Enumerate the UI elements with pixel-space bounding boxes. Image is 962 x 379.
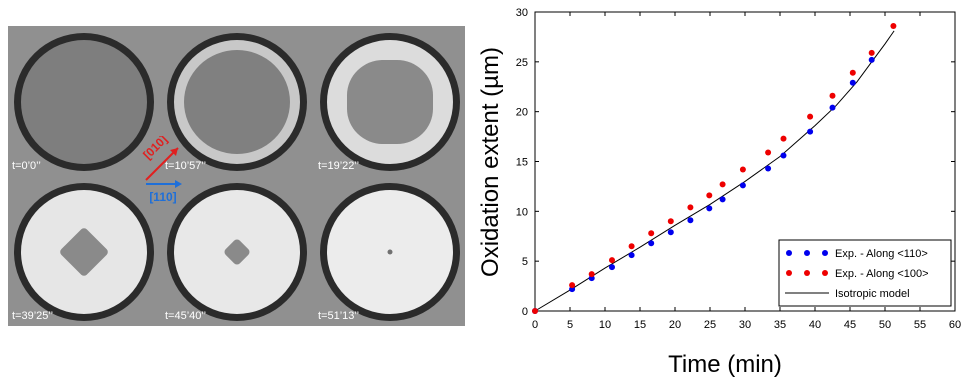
micrograph-panel: t=45’40’’ [161, 176, 313, 326]
data-point [609, 257, 615, 264]
data-point [807, 128, 814, 135]
direction-label-010: [010] [140, 136, 170, 162]
oxidation-chart: Oxidation extent (µm) Time (min) 0 5 10 15 2… [477, 7, 961, 378]
sample-disc [320, 183, 460, 321]
micrograph-panel: t=39’25’’ [8, 176, 160, 326]
unoxidized-core [222, 237, 252, 267]
y-tick-label: 25 [516, 57, 528, 69]
data-point [780, 135, 787, 142]
data-point [628, 252, 635, 259]
time-label: t=45’40’’ [165, 310, 207, 322]
crystal-direction-indicator: [010] [110] [140, 136, 182, 204]
data-point [868, 49, 875, 56]
direction-label-110: [110] [149, 190, 176, 204]
x-tick-label: 5 [567, 319, 573, 331]
y-axis-label: Oxidation extent (µm) [477, 47, 504, 277]
chart-marks [532, 22, 897, 314]
unoxidized-core [347, 60, 433, 144]
data-point [648, 240, 655, 247]
data-point [829, 104, 836, 111]
micrograph-panel: t=0’0’’ [8, 26, 160, 176]
legend-marker [822, 250, 828, 256]
unoxidized-core [58, 226, 110, 278]
data-point [849, 79, 856, 86]
data-point [588, 271, 595, 278]
x-tick-label: 40 [809, 319, 821, 331]
data-point [765, 149, 772, 156]
sample-disc [167, 33, 307, 171]
data-point [706, 192, 713, 199]
data-point [667, 229, 674, 236]
unoxidized-core [184, 50, 290, 154]
sample-disc [14, 183, 154, 321]
data-point [719, 196, 726, 203]
x-axis-label: Time (min) [668, 351, 782, 378]
x-tick-label: 15 [634, 319, 646, 331]
y-tick-label: 30 [516, 7, 528, 19]
data-point [868, 56, 875, 63]
micrograph-grid: t=0’0’’ t=10’57’’ t=19’22’’ t=39’25’’ t=… [8, 26, 465, 326]
x-tick-label: 30 [739, 319, 751, 331]
data-point [739, 182, 746, 189]
x-tick-label: 20 [669, 319, 681, 331]
time-label: t=10’57’’ [165, 160, 207, 172]
data-point [687, 204, 694, 211]
arrow-010-icon [145, 147, 179, 181]
legend: Exp. - Along <110> Exp. - Along <100> Isot… [778, 239, 952, 307]
axes: 0 5 10 15 20 25 30 35 40 45 50 55 60 0 5 10 15 20 25 30 [516, 7, 961, 331]
data-point [765, 165, 772, 172]
y-tick-label: 20 [516, 107, 528, 119]
micrograph-panel: t=10’57’’ [161, 26, 313, 176]
data-point [648, 230, 655, 237]
data-point [890, 22, 897, 29]
sample-disc [167, 183, 307, 321]
y-tick-label: 10 [516, 206, 528, 218]
legend-marker [786, 270, 792, 276]
time-label: t=51’13’’ [318, 310, 360, 322]
data-point [780, 152, 787, 159]
time-label: t=19’22’’ [318, 160, 360, 172]
legend-label: Exp. - Along <100> [835, 268, 929, 280]
legend-label: Exp. - Along <110> [835, 248, 928, 260]
x-tick-label: 45 [844, 319, 856, 331]
data-point [706, 205, 713, 212]
data-point [829, 92, 836, 99]
x-tick-label: 55 [914, 319, 926, 331]
x-tick-label: 0 [532, 319, 538, 331]
data-point [849, 69, 856, 76]
legend-marker [804, 270, 810, 276]
micrograph-panel: t=19’22’’ [314, 26, 466, 176]
data-point [532, 308, 538, 314]
data-point [569, 282, 576, 289]
y-tick-label: 0 [522, 306, 528, 318]
unoxidized-core [386, 248, 394, 256]
x-tick-label: 60 [949, 319, 961, 331]
data-point [687, 217, 694, 224]
time-label: t=0’0’’ [12, 160, 41, 172]
legend-marker [804, 250, 810, 256]
data-point [719, 181, 726, 188]
sample-disc [320, 33, 460, 171]
arrowhead-110-icon [175, 180, 182, 188]
legend-marker [786, 250, 792, 256]
x-tick-label: 10 [599, 319, 611, 331]
y-tick-label: 15 [516, 157, 528, 169]
data-point [739, 166, 746, 173]
sample-disc [14, 33, 154, 171]
x-tick-label: 25 [704, 319, 716, 331]
legend-label: Isotropic model [835, 288, 910, 300]
legend-marker [822, 270, 828, 276]
data-point [628, 243, 635, 250]
time-label: t=39’25’’ [12, 310, 54, 322]
data-point [807, 113, 814, 120]
data-point [609, 264, 615, 271]
data-point [667, 218, 674, 225]
micrograph-panel: t=51’13’’ [314, 176, 466, 326]
y-tick-label: 5 [522, 256, 528, 268]
arrowhead-010-icon [170, 148, 178, 156]
x-tick-label: 50 [879, 319, 891, 331]
x-tick-label: 35 [774, 319, 786, 331]
